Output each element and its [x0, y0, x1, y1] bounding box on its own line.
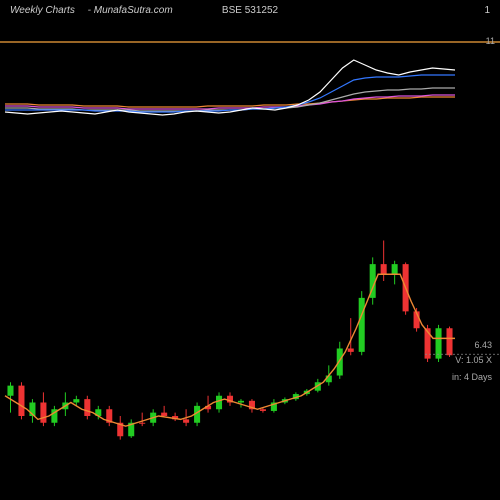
days-info: in: 4 Days [452, 372, 492, 382]
indicator-right-label: 11 [486, 36, 495, 46]
chart-canvas [0, 0, 500, 500]
price-info: 6.43 [474, 340, 492, 350]
volume-info: V: 1.05 X [455, 355, 492, 365]
